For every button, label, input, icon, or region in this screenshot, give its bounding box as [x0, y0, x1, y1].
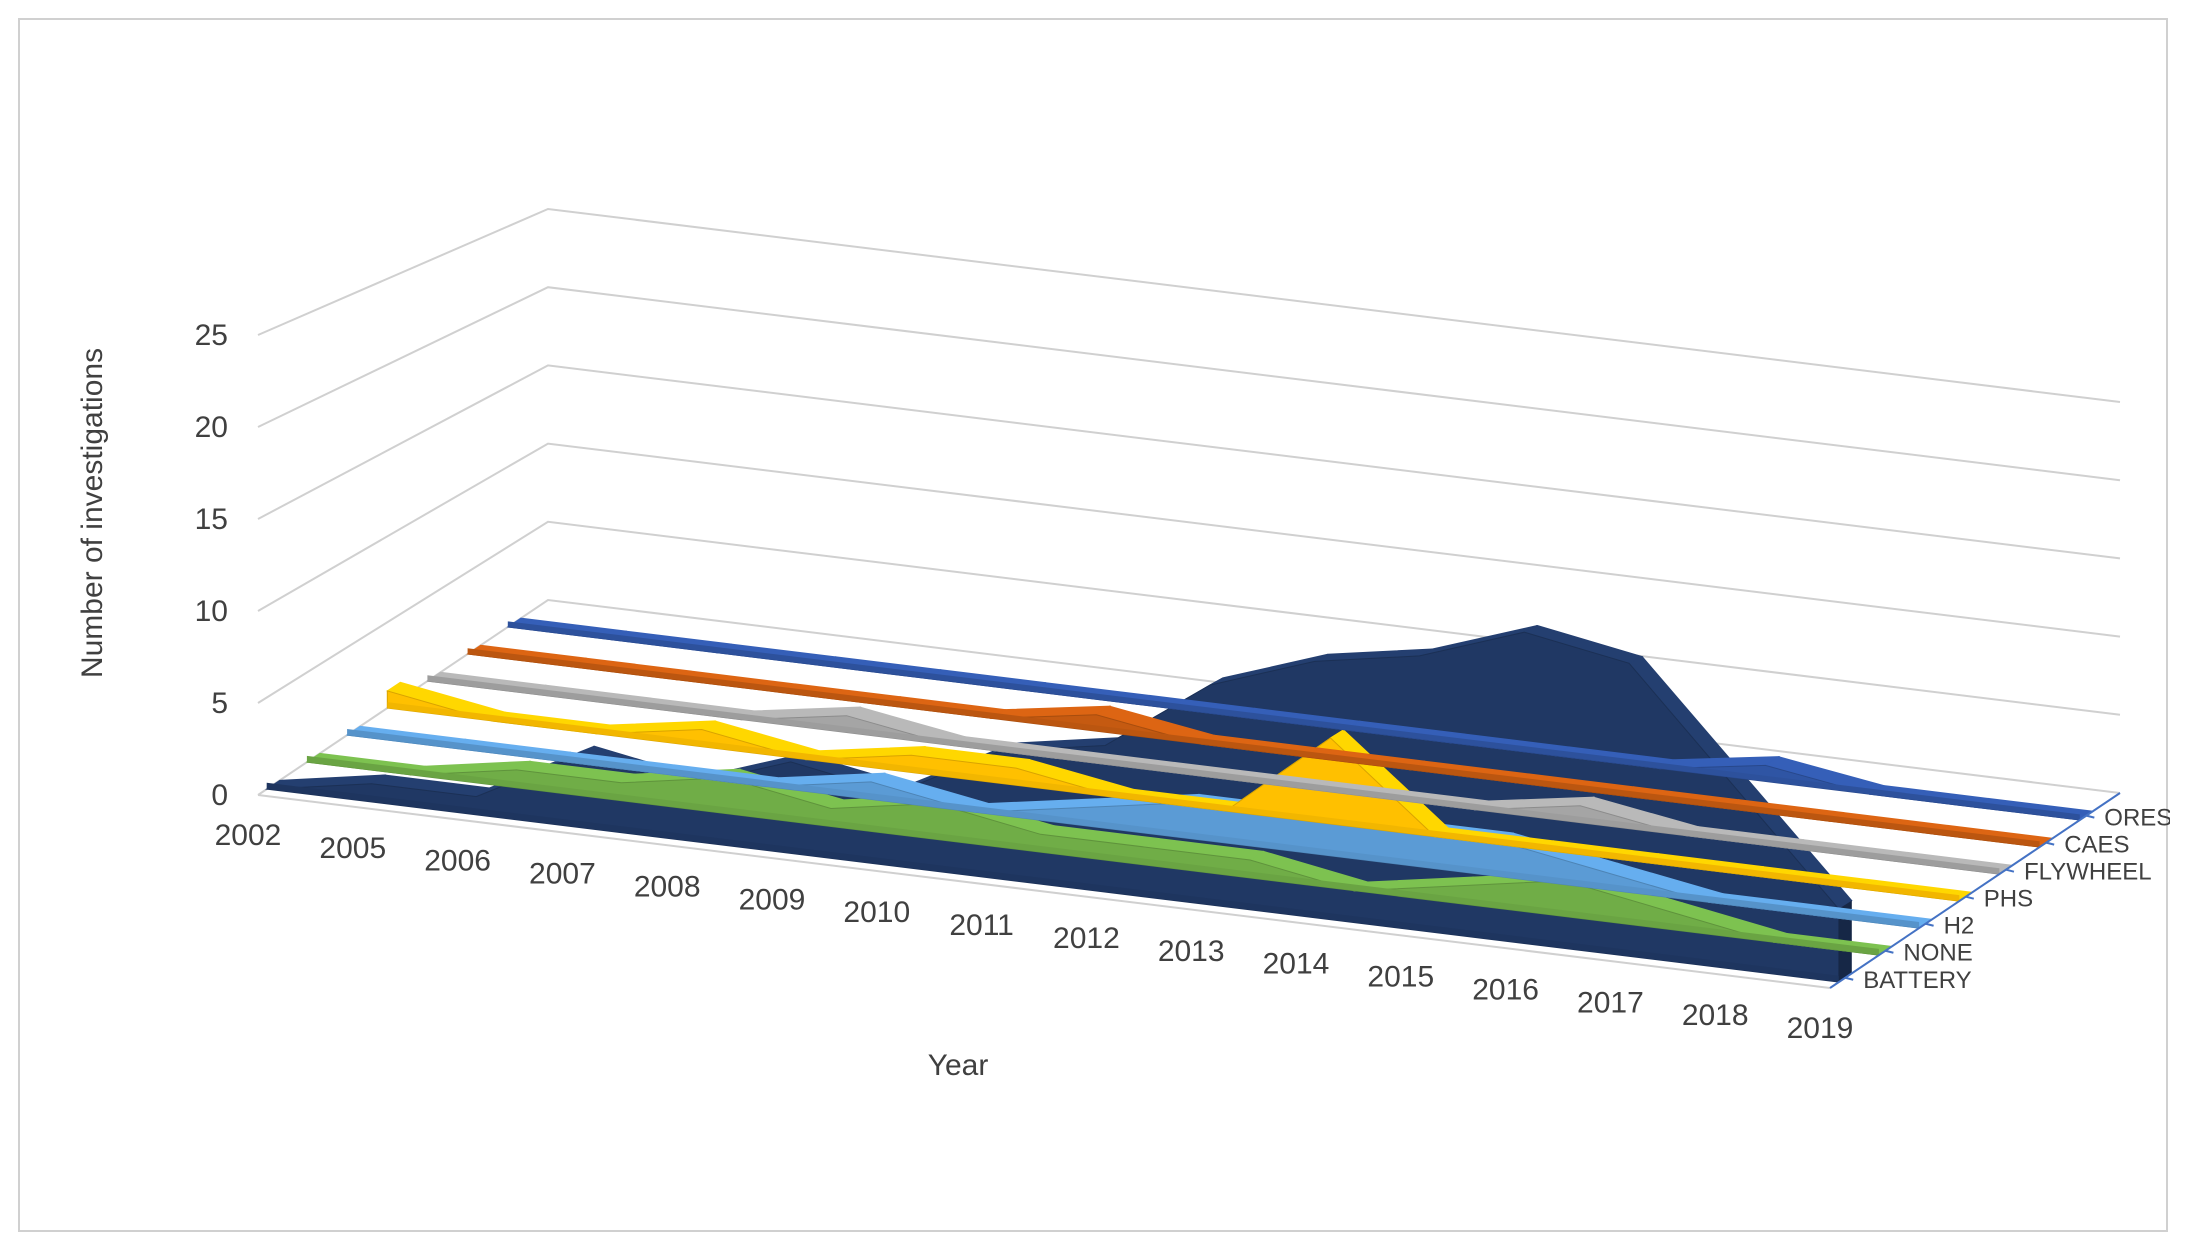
y-axis-title: Number of investigations	[76, 348, 109, 678]
gridline-25	[257, 207, 2121, 403]
series-layer	[264, 617, 2095, 983]
depth-tick-ores	[2086, 814, 2095, 819]
x-tick-2005: 2005	[319, 832, 386, 865]
depth-label-caes: CAES	[2064, 832, 2129, 859]
y-tick-10: 10	[195, 595, 228, 628]
x-tick-2008: 2008	[634, 871, 701, 904]
base-caes	[467, 648, 2040, 847]
series-h2	[345, 725, 1934, 929]
depth-tick-caes	[2045, 841, 2055, 846]
x-tick-2009: 2009	[739, 883, 806, 916]
base-h2	[347, 729, 1920, 929]
x-tick-2010: 2010	[843, 896, 910, 929]
depth-label-flywheel: FLYWHEEL	[2024, 859, 2152, 886]
series-caes	[466, 644, 2055, 848]
y-tick-25: 25	[195, 319, 228, 352]
x-tick-2002: 2002	[215, 819, 282, 852]
depth-tick-phs	[1965, 895, 1975, 900]
base-flywheel	[427, 675, 2000, 875]
series-ores	[506, 617, 2095, 821]
depth-label-h2: H2	[1944, 913, 1975, 940]
series-flywheel	[426, 671, 2014, 875]
x-tick-2015: 2015	[1367, 961, 1434, 994]
x-tick-2013: 2013	[1158, 935, 1225, 968]
x-tick-2012: 2012	[1053, 922, 1120, 955]
x-tick-2016: 2016	[1472, 973, 1539, 1006]
gridline-20	[257, 286, 2121, 482]
x-axis-line	[257, 794, 1831, 989]
x-tick-2007: 2007	[529, 858, 596, 891]
depth-tick-battery	[1844, 976, 1854, 981]
depth-label-phs: PHS	[1984, 886, 2033, 913]
base-phs	[387, 702, 1960, 902]
depth-label-battery: BATTERY	[1863, 967, 1971, 994]
y-tick-0: 0	[211, 779, 228, 812]
base-ores	[507, 621, 2080, 820]
depth-label-none: NONE	[1903, 940, 1972, 967]
y-tick-15: 15	[195, 503, 228, 536]
x-tick-2017: 2017	[1577, 986, 1644, 1019]
axes: 0 5 10 15 20 25 2002 2005 2006 2007 2008 2009 2010 20…	[195, 319, 2170, 1045]
y-tick-5: 5	[211, 687, 228, 720]
depth-tick-none	[1885, 949, 1894, 954]
chart-frame: 0 5 10 15 20 25 2002 2005 2006 2007 2008 2009 2010 20…	[18, 18, 2170, 1232]
gridline-10	[257, 442, 2121, 638]
gridline-15	[257, 364, 2121, 560]
x-tick-2014: 2014	[1263, 948, 1330, 981]
x-tick-2006: 2006	[424, 845, 491, 878]
x-axis-title: Year	[928, 1049, 989, 1082]
x-tick-2018: 2018	[1682, 999, 1749, 1032]
x-tick-2011: 2011	[949, 909, 1014, 942]
depth-tick-h2	[1925, 922, 1934, 927]
depth-tick-flywheel	[2005, 868, 2015, 873]
base-battery	[266, 782, 1839, 983]
y-tick-20: 20	[195, 411, 228, 444]
x-tick-2019: 2019	[1787, 1012, 1854, 1045]
area-3d-chart: 0 5 10 15 20 25 2002 2005 2006 2007 2008 2009 2010 20…	[76, 207, 2170, 1082]
base-none	[306, 755, 1879, 956]
depth-label-ores: ORES	[2104, 805, 2170, 832]
depth-axis-line	[1829, 792, 2121, 989]
